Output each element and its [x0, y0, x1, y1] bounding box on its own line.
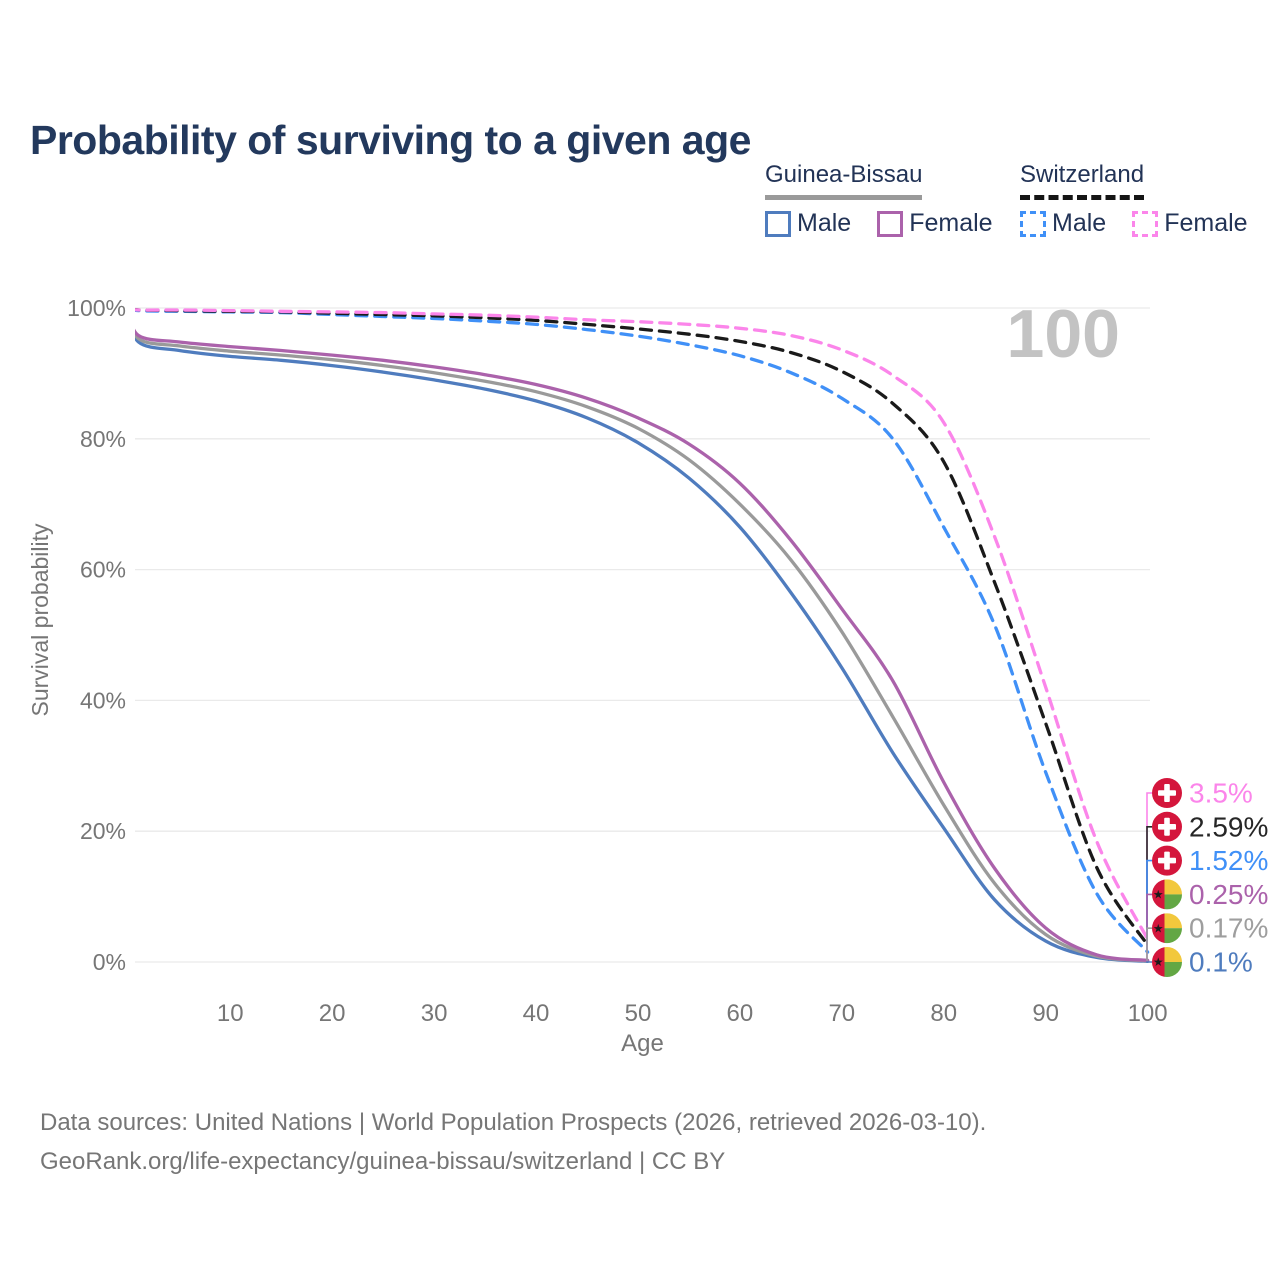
legend-header-guinea-bissau: Guinea-Bissau: [765, 161, 923, 201]
gb-male-swatch-icon: [765, 210, 791, 237]
legend-item-gb-female[interactable]: Female: [877, 209, 993, 238]
x-tick-label: 80: [930, 1000, 957, 1027]
switzerland-flag-icon: [1152, 811, 1182, 842]
gridlines: [135, 307, 1150, 963]
series-switzerland-both-sexes: [135, 308, 1150, 947]
series-curves: [135, 308, 1150, 963]
guinea-bissau-flag-icon: ★: [1152, 879, 1182, 910]
footer: Data sources: United Nations | World Pop…: [40, 1104, 986, 1182]
svg-text:★: ★: [1153, 921, 1164, 935]
guinea-bissau-flag-icon: ★: [1152, 913, 1182, 944]
legend-group-guinea-bissau: Guinea-Bissau Male Female: [765, 161, 993, 238]
series-switzerland-female: [135, 308, 1150, 941]
y-tick-label: 20%: [80, 818, 126, 844]
y-axis-tick-labels: 0% 20% 40% 60% 80% 100%: [67, 295, 126, 975]
y-tick-label: 80%: [80, 426, 126, 452]
page-title: Probability of surviving to a given age: [30, 117, 751, 164]
end-label-connector: [1146, 927, 1152, 961]
legend-label: Male: [1052, 209, 1107, 238]
legend-header-switzerland: Switzerland: [1020, 161, 1145, 201]
x-tick-label: 100: [1128, 1000, 1168, 1027]
end-label-value: 1.52%: [1189, 845, 1268, 876]
legend-item-ch-female[interactable]: Female: [1132, 209, 1248, 238]
ch-female-swatch-icon: [1132, 210, 1159, 237]
series-switzerland-male: [135, 308, 1150, 954]
legend-label: Male: [797, 209, 852, 238]
legend-item-ch-male[interactable]: Male: [1020, 209, 1106, 238]
legend-row-guinea-bissau: Male Female: [765, 209, 993, 238]
y-tick-label: 0%: [93, 949, 126, 975]
legend-item-gb-male[interactable]: Male: [765, 209, 851, 238]
legend-row-switzerland: Male Female: [1020, 209, 1248, 238]
ch-male-swatch-icon: [1020, 210, 1046, 237]
end-label-value: 0.1%: [1189, 947, 1253, 978]
legend-label: Female: [1164, 209, 1248, 238]
x-tick-label: 70: [828, 1000, 855, 1027]
end-label-value: 2.59%: [1189, 811, 1268, 842]
x-axis-tick-labels: 10 20 30 40 50 60 70 80 90 100: [217, 1000, 1168, 1027]
series-guinea-bissau-male: [135, 333, 1150, 963]
switzerland-flag-icon: [1152, 845, 1182, 876]
footer-data-sources: Data sources: United Nations | World Pop…: [40, 1109, 987, 1136]
x-axis-title: Age: [621, 1030, 664, 1057]
y-axis-title: Survival probability: [27, 523, 53, 717]
x-tick-label: 30: [421, 1000, 448, 1027]
y-tick-label: 60%: [80, 557, 126, 583]
footer-attribution: GeoRank.org/life-expectancy/guinea-bissa…: [40, 1147, 726, 1175]
svg-text:★: ★: [1153, 955, 1164, 969]
legend-group-switzerland: Switzerland Male Female: [1020, 161, 1248, 238]
x-tick-label: 10: [217, 1000, 244, 1027]
y-tick-label: 40%: [80, 687, 126, 713]
series-guinea-bissau-female: [135, 328, 1150, 963]
end-label-connector: [1146, 961, 1152, 963]
x-tick-label: 40: [523, 1000, 550, 1027]
gb-female-swatch-icon: [877, 210, 904, 237]
switzerland-flag-icon: [1152, 778, 1182, 808]
current-age-watermark: 100: [1007, 296, 1120, 372]
svg-text:★: ★: [1153, 888, 1164, 902]
end-label-value: 0.17%: [1189, 913, 1268, 944]
end-labels: 3.5%2.59%1.52% ★ 0.25% ★ 0.17% ★ 0.1%: [1146, 778, 1268, 978]
x-tick-label: 90: [1032, 1000, 1059, 1027]
x-tick-label: 50: [625, 1000, 652, 1027]
series-guinea-bissau-both-sexes: [135, 331, 1150, 963]
legend-label: Female: [909, 209, 993, 238]
y-tick-label: 100%: [67, 295, 126, 321]
end-label-value: 0.25%: [1189, 879, 1268, 910]
guinea-bissau-flag-icon: ★: [1152, 947, 1182, 977]
x-tick-label: 60: [727, 1000, 754, 1027]
x-tick-label: 20: [319, 1000, 346, 1027]
end-label-value: 3.5%: [1189, 778, 1253, 809]
